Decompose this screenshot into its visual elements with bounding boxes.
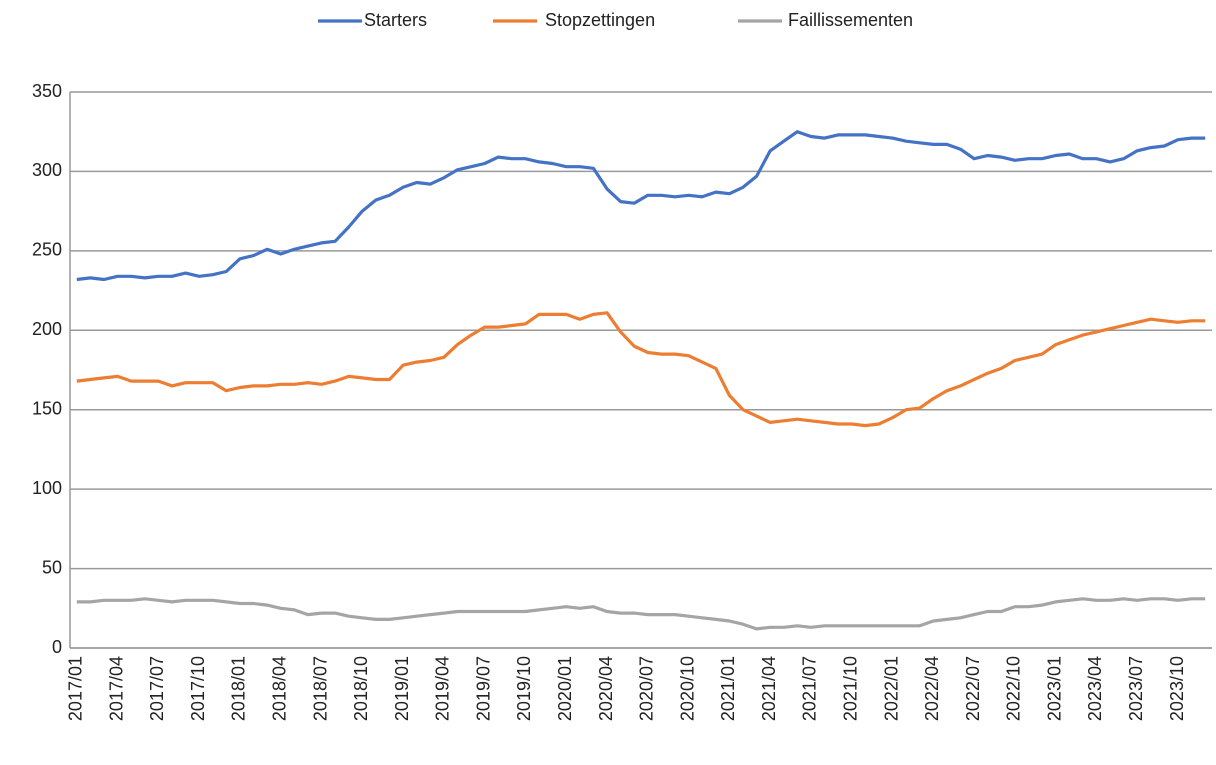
x-tick-label: 2017/10 bbox=[188, 656, 208, 721]
x-tick-label: 2022/10 bbox=[1004, 656, 1024, 721]
x-tick-label: 2018/07 bbox=[310, 656, 330, 721]
x-tick-label: 2019/04 bbox=[433, 656, 453, 721]
x-tick-label: 2018/04 bbox=[269, 656, 289, 721]
x-tick-label: 2017/07 bbox=[147, 656, 167, 721]
x-tick-label: 2022/01 bbox=[881, 656, 901, 721]
x-tick-label: 2020/04 bbox=[596, 656, 616, 721]
x-tick-label: 2017/01 bbox=[66, 656, 86, 721]
x-tick-label: 2019/10 bbox=[514, 656, 534, 721]
legend-label: Starters bbox=[364, 10, 427, 30]
x-tick-label: 2022/07 bbox=[963, 656, 983, 721]
y-tick-label: 50 bbox=[42, 557, 62, 577]
x-tick-label: 2023/01 bbox=[1044, 656, 1064, 721]
y-tick-label: 250 bbox=[32, 240, 62, 260]
x-tick-label: 2020/10 bbox=[677, 656, 697, 721]
x-tick-label: 2018/10 bbox=[351, 656, 371, 721]
x-tick-label: 2017/04 bbox=[106, 656, 126, 721]
y-tick-label: 200 bbox=[32, 319, 62, 339]
legend-label: Faillissementen bbox=[788, 10, 913, 30]
x-tick-label: 2019/07 bbox=[473, 656, 493, 721]
y-tick-label: 100 bbox=[32, 478, 62, 498]
x-tick-label: 2021/04 bbox=[759, 656, 779, 721]
x-tick-label: 2020/07 bbox=[637, 656, 657, 721]
series-line bbox=[76, 130, 1206, 282]
series-line bbox=[76, 311, 1206, 428]
x-tick-label: 2019/01 bbox=[392, 656, 412, 721]
x-tick-label: 2021/10 bbox=[840, 656, 860, 721]
x-tick-label: 2021/01 bbox=[718, 656, 738, 721]
series-line bbox=[76, 597, 1206, 631]
y-tick-label: 300 bbox=[32, 160, 62, 180]
x-tick-label: 2018/01 bbox=[229, 656, 249, 721]
x-tick-label: 2022/04 bbox=[922, 656, 942, 721]
y-tick-label: 350 bbox=[32, 81, 62, 101]
y-tick-label: 150 bbox=[32, 398, 62, 418]
x-tick-label: 2021/07 bbox=[800, 656, 820, 721]
x-tick-label: 2023/07 bbox=[1126, 656, 1146, 721]
x-tick-label: 2020/01 bbox=[555, 656, 575, 721]
y-tick-label: 0 bbox=[52, 637, 62, 657]
x-tick-label: 2023/10 bbox=[1167, 656, 1187, 721]
legend-label: Stopzettingen bbox=[545, 10, 655, 30]
x-tick-label: 2023/04 bbox=[1085, 656, 1105, 721]
